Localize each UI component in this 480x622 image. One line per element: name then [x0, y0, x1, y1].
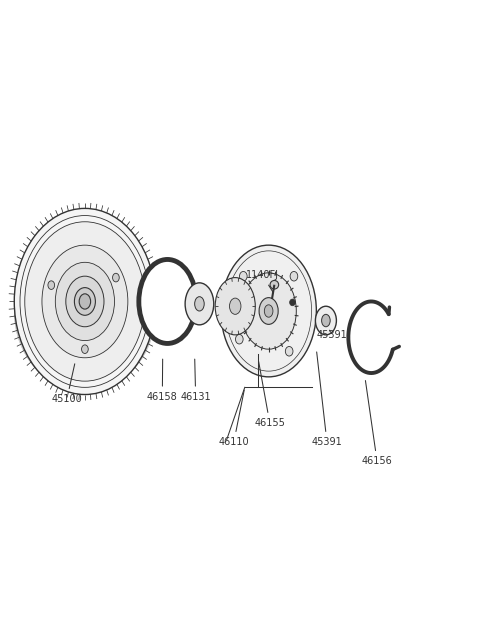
Ellipse shape — [290, 271, 298, 281]
Ellipse shape — [25, 222, 145, 381]
Text: 46110: 46110 — [218, 390, 249, 447]
Text: 1140FJ: 1140FJ — [246, 270, 279, 292]
Ellipse shape — [241, 273, 296, 349]
Ellipse shape — [289, 299, 295, 306]
Ellipse shape — [55, 262, 115, 341]
Ellipse shape — [259, 298, 278, 324]
Ellipse shape — [229, 298, 241, 314]
Ellipse shape — [195, 297, 204, 311]
Ellipse shape — [236, 335, 243, 344]
Ellipse shape — [20, 216, 150, 388]
Ellipse shape — [48, 281, 55, 289]
Ellipse shape — [139, 259, 196, 343]
Ellipse shape — [270, 281, 279, 289]
Text: 46155: 46155 — [254, 361, 285, 428]
Ellipse shape — [264, 305, 273, 317]
Ellipse shape — [112, 273, 119, 282]
Ellipse shape — [315, 306, 336, 335]
Text: 46158: 46158 — [147, 359, 178, 402]
Ellipse shape — [66, 276, 104, 327]
Ellipse shape — [185, 283, 214, 325]
Text: 45391: 45391 — [312, 352, 342, 447]
Ellipse shape — [240, 271, 247, 281]
Ellipse shape — [79, 294, 91, 309]
Ellipse shape — [285, 346, 293, 356]
Ellipse shape — [322, 314, 330, 327]
Ellipse shape — [74, 287, 96, 315]
Ellipse shape — [82, 345, 88, 353]
Ellipse shape — [14, 208, 156, 394]
Text: 46131: 46131 — [180, 359, 211, 402]
Text: 45391: 45391 — [316, 330, 347, 340]
Text: 46156: 46156 — [362, 381, 393, 466]
Text: 45100: 45100 — [51, 364, 82, 404]
Ellipse shape — [221, 245, 316, 377]
Ellipse shape — [215, 277, 255, 335]
Ellipse shape — [42, 245, 128, 358]
